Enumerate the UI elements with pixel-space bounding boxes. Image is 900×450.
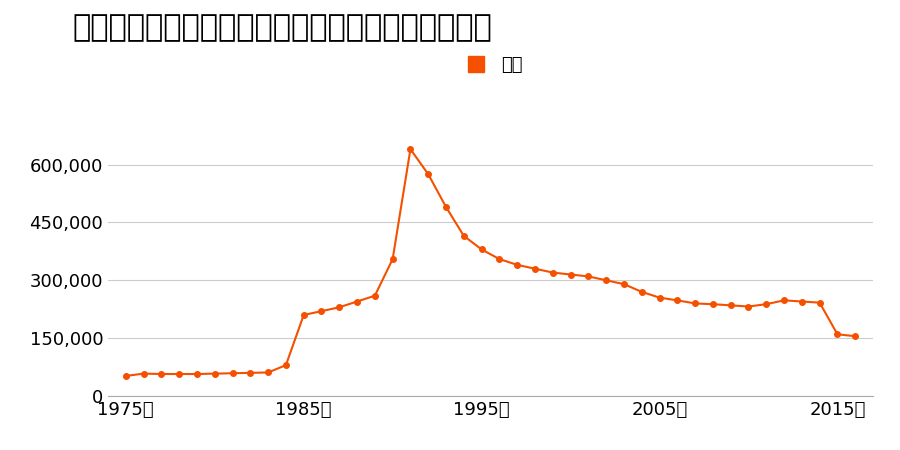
Legend: 価格: 価格	[451, 49, 530, 81]
Text: 東京都東村山市萩山町２丁目１１番１５の地価推移: 東京都東村山市萩山町２丁目１１番１５の地価推移	[72, 14, 491, 42]
